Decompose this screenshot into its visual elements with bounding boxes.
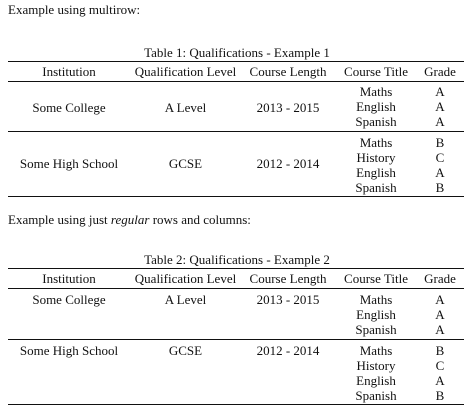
table1-header-institution: Institution — [42, 64, 96, 79]
table2-g2-length: 2012 - 2014 — [256, 343, 320, 358]
table1-top-rule — [8, 61, 464, 63]
table1-g2-grades: B C A B — [418, 135, 462, 195]
table2-g1-courses: Maths English Spanish — [336, 292, 416, 337]
table1-g1-grades: A A A — [418, 84, 462, 129]
table1-g2-institution: Some High School — [19, 156, 119, 171]
table2-g2-institution: Some High School — [19, 343, 119, 358]
table2-top-rule — [8, 268, 464, 270]
table2-caption: Table 2: Qualifications - Example 2 — [144, 252, 330, 267]
table1-g1-course-1: Maths — [359, 84, 393, 99]
table2-g1-course-2: English — [356, 307, 396, 322]
table2-group-rule — [8, 339, 464, 340]
table1-g2-course-3: English — [356, 165, 396, 180]
table2-g2-grade-1: B — [435, 343, 445, 358]
table1-g2-course-2: History — [356, 150, 396, 165]
table2-g2-course-3: English — [356, 373, 396, 388]
table1-g2-course-1: Maths — [359, 135, 393, 150]
table1-g1-grade-1: A — [435, 84, 445, 99]
table2-header-rule — [8, 288, 464, 289]
table2-g2-grade-3: A — [435, 373, 445, 388]
table1-bottom-rule — [8, 196, 464, 198]
table1-g1-grade-3: A — [435, 114, 445, 129]
table1-g2-level: GCSE — [168, 156, 203, 171]
table2-g2-grades: B C A B — [418, 343, 462, 403]
table1-g2-length: 2012 - 2014 — [256, 156, 320, 171]
intro-regular-emph: regular — [110, 212, 150, 227]
table1-g2-grade-1: B — [435, 135, 445, 150]
table2-header-course: Course Title — [344, 271, 408, 286]
table2-g1-grades: A A A — [418, 292, 462, 337]
table1-g1-course-2: English — [356, 99, 396, 114]
table2-header-level: Qualification Level — [134, 271, 237, 286]
table2-g2-course-2: History — [356, 358, 396, 373]
table1-g1-level: A Level — [164, 100, 207, 115]
table2-g1-institution: Some College — [32, 292, 106, 307]
table1-g2-course-4: Spanish — [355, 180, 397, 195]
table2-g2-course-4: Spanish — [355, 388, 397, 403]
intro-multirow: Example using multirow: — [8, 2, 141, 17]
table2-g2-grade-4: B — [435, 388, 445, 403]
table1-header-level: Qualification Level — [134, 64, 237, 79]
table1-header-rule — [8, 81, 464, 82]
table2-g1-course-1: Maths — [359, 292, 393, 307]
table1-header-length: Course Length — [249, 64, 327, 79]
intro-regular-before: Example using just — [8, 212, 111, 227]
table1-g1-grade-2: A — [435, 99, 445, 114]
table2-header-institution: Institution — [42, 271, 96, 286]
table1-g1-courses: Maths English Spanish — [336, 84, 416, 129]
table1-header-grade: Grade — [424, 64, 456, 79]
table2-g1-grade-2: A — [435, 307, 445, 322]
table2-g2-grade-2: C — [435, 358, 445, 373]
table1-g1-course-3: Spanish — [355, 114, 397, 129]
table2-bottom-rule — [8, 404, 464, 406]
table2-g2-level: GCSE — [168, 343, 203, 358]
table1-group-rule — [8, 131, 464, 132]
intro-regular: Example using just regular rows and colu… — [8, 212, 251, 228]
table1-g2-grade-2: C — [435, 150, 445, 165]
table1-g1-institution: Some College — [32, 100, 106, 115]
table1-g2-grade-3: A — [435, 165, 445, 180]
table2-header-grade: Grade — [424, 271, 456, 286]
table2-g1-level: A Level — [164, 292, 207, 307]
table2-g2-courses: Maths History English Spanish — [336, 343, 416, 403]
table2-g1-grade-1: A — [435, 292, 445, 307]
table2-header-length: Course Length — [249, 271, 327, 286]
table1-g2-courses: Maths History English Spanish — [336, 135, 416, 195]
table1-header-course: Course Title — [344, 64, 408, 79]
table2-g1-course-3: Spanish — [355, 322, 397, 337]
intro-regular-after: rows and columns: — [149, 212, 251, 227]
table2-g1-grade-3: A — [435, 322, 445, 337]
table2-g1-length: 2013 - 2015 — [256, 292, 320, 307]
table1-g2-grade-4: B — [435, 180, 445, 195]
table1-g1-length: 2013 - 2015 — [256, 100, 320, 115]
table1-caption: Table 1: Qualifications - Example 1 — [144, 45, 330, 60]
table2-g2-course-1: Maths — [359, 343, 393, 358]
